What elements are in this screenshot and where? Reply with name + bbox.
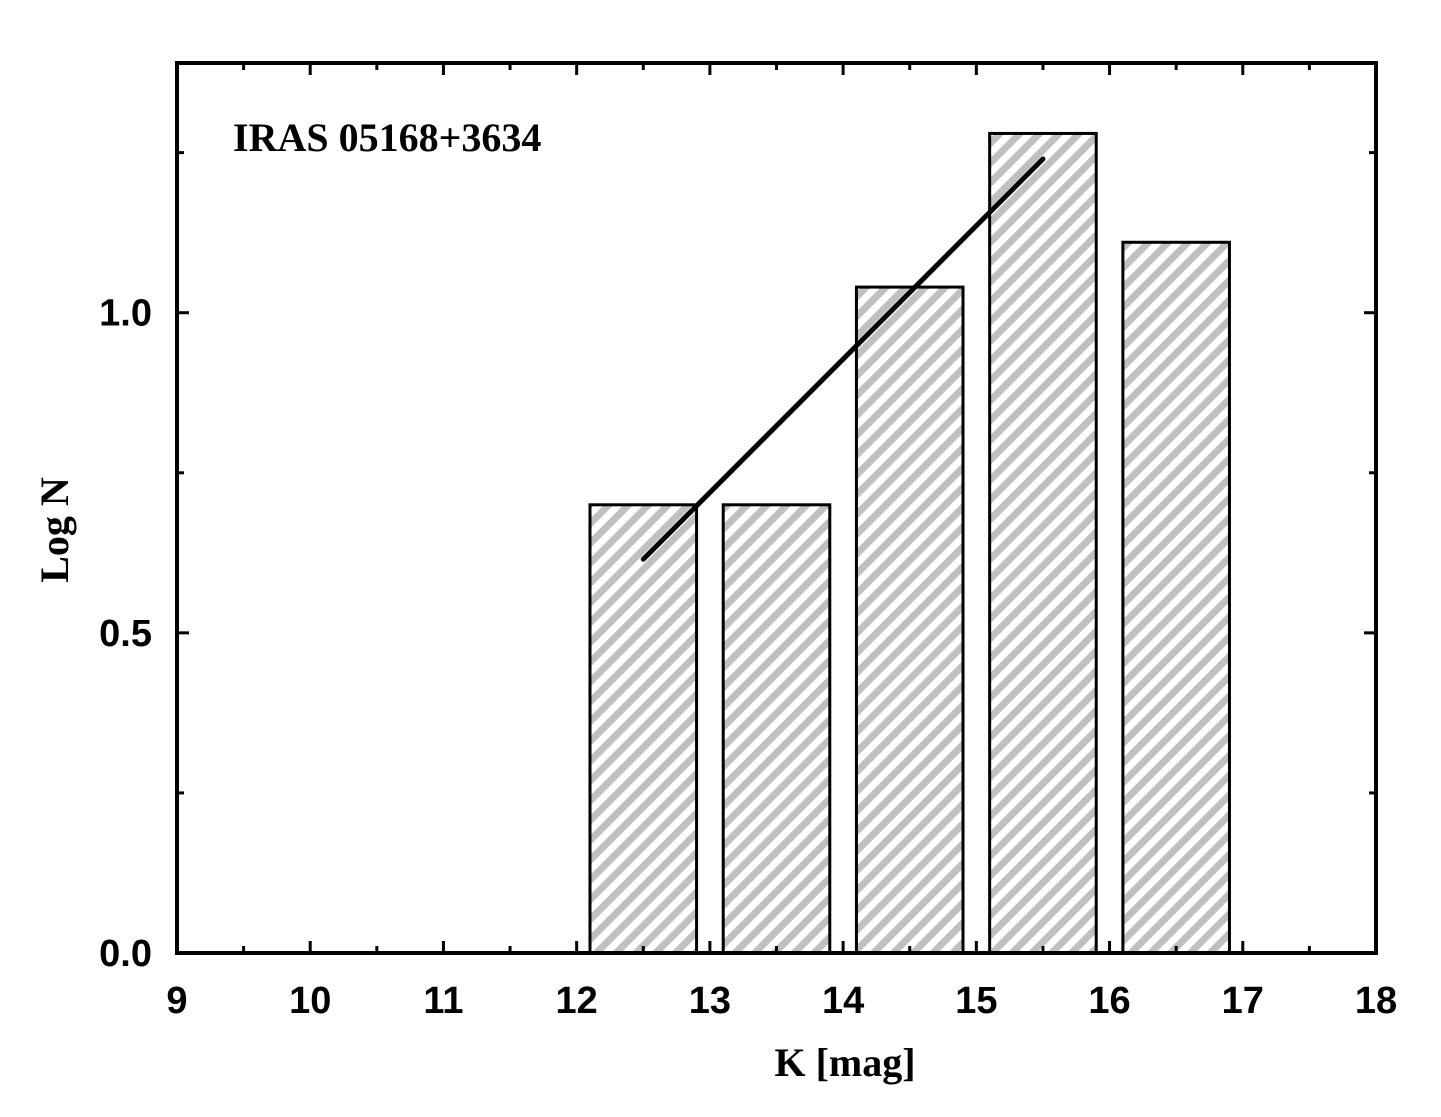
- x-tick-label-18: 18: [1355, 980, 1397, 1022]
- x-tick-label-11: 11: [423, 980, 463, 1022]
- x-tick-label-16: 16: [1088, 980, 1130, 1022]
- chart-annotation: IRAS 05168+3634: [233, 115, 541, 160]
- y-tick-label-0.5: 0.5: [99, 613, 152, 655]
- x-tick-label-10: 10: [289, 980, 331, 1022]
- bar-5: [1121, 240, 1231, 955]
- x-tick-label-15: 15: [955, 980, 997, 1022]
- bar-4: [988, 131, 1098, 955]
- x-tick-label-9: 9: [166, 980, 187, 1022]
- fit-line: [640, 156, 1046, 562]
- x-tick-label-17: 17: [1222, 980, 1264, 1022]
- bar-3: [854, 285, 965, 955]
- x-tick-label-13: 13: [689, 980, 731, 1022]
- x-tick-label-12: 12: [556, 980, 598, 1022]
- y-tick-label-1: 1.0: [99, 293, 152, 335]
- axis-ticks: [175, 63, 1378, 955]
- tick-labels: 9 10 11 12 13 14 15 16 17 18 0.0 0.5 1.0: [99, 293, 1397, 1022]
- bars: [588, 131, 1231, 955]
- y-axis-title: Log N: [32, 477, 77, 583]
- fit-line-group: [640, 156, 1046, 562]
- x-axis-title: K [mag]: [774, 1040, 915, 1085]
- y-tick-label-0: 0.0: [99, 933, 152, 975]
- bar-1: [588, 503, 699, 955]
- bar-2: [721, 503, 832, 955]
- x-tick-label-14: 14: [822, 980, 864, 1022]
